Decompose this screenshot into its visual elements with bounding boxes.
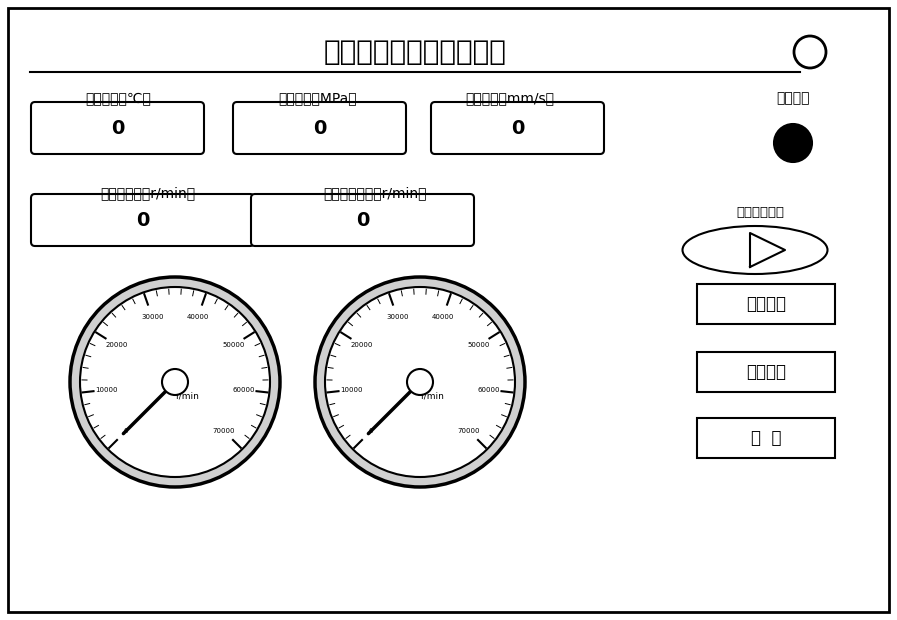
Text: 退  出: 退 出 (751, 429, 781, 447)
Text: 开始记录: 开始记录 (746, 295, 786, 313)
Circle shape (794, 36, 826, 68)
Circle shape (407, 369, 433, 395)
Text: 30000: 30000 (141, 314, 163, 320)
FancyBboxPatch shape (697, 418, 835, 458)
Text: 30000: 30000 (386, 314, 408, 320)
Text: 振动位移（mm/s）: 振动位移（mm/s） (466, 91, 554, 105)
Circle shape (162, 369, 188, 395)
FancyBboxPatch shape (251, 194, 474, 246)
Text: 0: 0 (313, 118, 327, 138)
Ellipse shape (683, 226, 828, 274)
Text: 50000: 50000 (222, 342, 245, 348)
Text: r/min: r/min (420, 391, 444, 401)
FancyBboxPatch shape (233, 102, 406, 154)
Text: 60000: 60000 (477, 387, 500, 392)
Text: 压力机转速（r/min）: 压力机转速（r/min） (100, 186, 196, 200)
Text: 0: 0 (111, 118, 124, 138)
Text: 微动开关检查: 微动开关检查 (736, 205, 784, 218)
Text: 20000: 20000 (105, 342, 127, 348)
Text: 0: 0 (356, 211, 370, 229)
Text: 40000: 40000 (187, 314, 209, 320)
Text: 微动开关: 微动开关 (776, 91, 810, 105)
Text: 0: 0 (135, 211, 149, 229)
Text: 70000: 70000 (213, 428, 235, 434)
Text: 10000: 10000 (340, 387, 362, 392)
FancyBboxPatch shape (31, 102, 204, 154)
Circle shape (774, 124, 812, 162)
FancyBboxPatch shape (697, 284, 835, 324)
Text: 滑油压力（MPa）: 滑油压力（MPa） (279, 91, 357, 105)
FancyBboxPatch shape (431, 102, 604, 154)
Text: r/min: r/min (175, 391, 199, 401)
Text: 20000: 20000 (351, 342, 373, 348)
Text: 自由涡轮转速（r/min）: 自由涡轮转速（r/min） (323, 186, 427, 200)
FancyBboxPatch shape (697, 352, 835, 392)
Circle shape (70, 277, 280, 487)
Text: 0: 0 (369, 428, 373, 434)
FancyBboxPatch shape (31, 194, 254, 246)
Text: 40000: 40000 (431, 314, 454, 320)
Text: 燃气涡轮起动机检测系统: 燃气涡轮起动机检测系统 (324, 38, 507, 66)
Polygon shape (750, 233, 785, 267)
Text: 数据回放: 数据回放 (746, 363, 786, 381)
Text: 燃气温度（℃）: 燃气温度（℃） (85, 91, 151, 105)
Circle shape (325, 287, 515, 477)
FancyBboxPatch shape (8, 8, 889, 612)
Circle shape (315, 277, 525, 487)
Text: 0: 0 (124, 428, 128, 434)
Text: 50000: 50000 (467, 342, 490, 348)
Circle shape (80, 287, 270, 477)
Text: 70000: 70000 (457, 428, 480, 434)
Text: 10000: 10000 (95, 387, 118, 392)
Text: 60000: 60000 (232, 387, 255, 392)
Text: 0: 0 (510, 118, 524, 138)
